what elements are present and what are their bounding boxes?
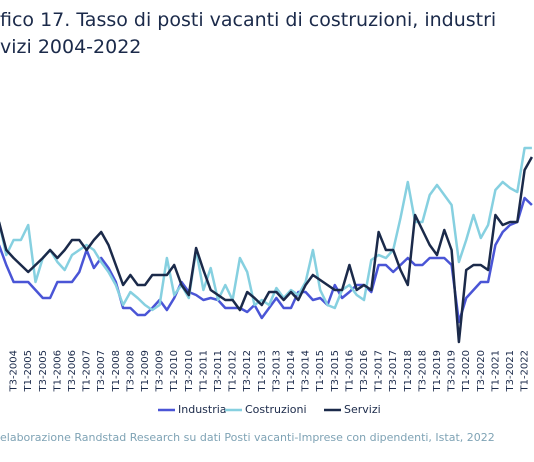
x-tick-label: T3-2012 [242,350,253,393]
x-tick-label: T1-2020 [461,350,472,393]
legend-label: Costruzioni [245,403,307,416]
x-tick-label: T3-2011 [213,350,224,393]
x-tick-label: T1-2011 [198,350,209,393]
series-line [0,196,533,324]
x-tick-label: T1-2010 [169,350,180,393]
legend-label: Servizi [344,403,381,416]
x-tick-label: T3-2019 [447,350,458,393]
x-tick-label: T3-2008 [125,350,136,393]
x-tick-label: T3-2018 [417,350,428,393]
x-tick-label: T3-2005 [38,350,49,393]
x-tick-label: T3-2017 [388,350,399,393]
x-tick-label: T1-2013 [257,350,268,393]
x-tick-label: T1-2022 [520,350,531,393]
x-tick-label: T3-2013 [271,350,282,393]
x-tick-label: T1-2016 [344,350,355,393]
x-tick-label: T1-2014 [286,350,297,393]
x-tick-label: T1-2005 [23,350,34,393]
x-tick-label: T1-2019 [432,350,443,393]
x-tick-label: T1-2012 [228,350,239,393]
x-tick-label: T3-2009 [155,350,166,393]
x-tick-label: T3-2007 [96,350,107,393]
x-tick-label: T1-2021 [490,350,501,393]
x-tick-label: T3-2021 [505,350,516,393]
x-tick-label: T1-2008 [111,350,122,393]
x-tick-label: T3-2020 [476,350,487,393]
source-note: elaborazione Randstad Research su dati P… [0,431,495,444]
x-tick-label: T1-2006 [52,350,63,393]
x-tick-label: T3-2015 [330,350,341,393]
x-tick-label: T3-2004 [9,350,20,393]
x-tick-label: T1-2018 [403,350,414,393]
x-tick-label: T1-2007 [82,350,93,393]
series-line [0,156,533,344]
x-tick-label: T3-2010 [184,350,195,393]
x-tick-label: T1-2015 [315,350,326,393]
chart-title: vizi 2004-2022 [0,36,141,58]
legend-label: Industria [178,403,227,416]
x-tick-label: T3-2014 [301,350,312,393]
x-tick-label: T3-2016 [359,350,370,393]
x-tick-label: T1-2009 [140,350,151,393]
chart-title: fico 17. Tasso di posti vacanti di costr… [0,9,496,31]
series-line [0,146,532,312]
x-tick-label: T1-2017 [374,350,385,393]
x-tick-label: T3-2006 [67,350,78,393]
